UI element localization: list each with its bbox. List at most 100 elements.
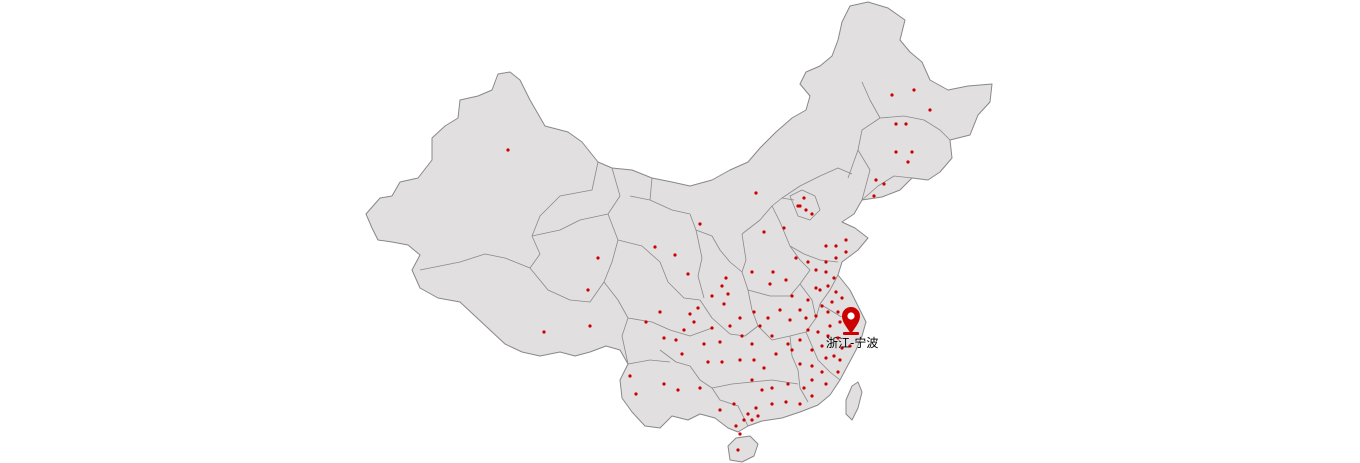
city-dot[interactable] [738, 316, 742, 320]
city-dot[interactable] [732, 402, 736, 406]
city-dot[interactable] [688, 312, 692, 316]
city-dot[interactable] [756, 414, 760, 418]
city-dot[interactable] [696, 306, 700, 310]
city-dot[interactable] [680, 352, 684, 356]
city-dot[interactable] [834, 244, 838, 248]
city-dot[interactable] [770, 386, 774, 390]
city-dot[interactable] [806, 328, 810, 332]
city-dot[interactable] [778, 308, 782, 312]
city-dot[interactable] [910, 150, 914, 154]
city-dot[interactable] [542, 330, 546, 334]
city-dot[interactable] [810, 212, 814, 216]
city-dot[interactable] [782, 226, 786, 230]
city-dot[interactable] [784, 278, 788, 282]
city-dot[interactable] [844, 238, 848, 242]
city-dot[interactable] [928, 108, 932, 112]
city-dot[interactable] [762, 366, 766, 370]
city-dot[interactable] [834, 256, 838, 260]
city-dot[interactable] [826, 310, 830, 314]
city-dot[interactable] [890, 93, 894, 97]
city-dot[interactable] [828, 324, 832, 328]
city-dot[interactable] [766, 316, 770, 320]
city-dot[interactable] [836, 370, 840, 374]
city-dot[interactable] [728, 324, 732, 328]
city-dot[interactable] [824, 270, 828, 274]
city-dot[interactable] [644, 320, 648, 324]
city-dot[interactable] [628, 374, 632, 378]
city-dot[interactable] [596, 256, 600, 260]
city-dot[interactable] [824, 356, 828, 360]
city-dot[interactable] [840, 346, 844, 350]
city-dot[interactable] [838, 358, 842, 362]
city-dot[interactable] [770, 334, 774, 338]
city-dot[interactable] [710, 294, 714, 298]
city-dot[interactable] [810, 348, 814, 352]
city-dot[interactable] [820, 344, 824, 348]
city-dot[interactable] [662, 336, 666, 340]
city-dot[interactable] [774, 352, 778, 356]
city-dot[interactable] [790, 348, 794, 352]
city-dot[interactable] [814, 268, 818, 272]
city-dot[interactable] [810, 394, 814, 398]
mainland-region[interactable] [365, 1, 993, 433]
city-dot[interactable] [682, 328, 686, 332]
city-dot[interactable] [698, 222, 702, 226]
city-dot[interactable] [798, 402, 802, 406]
city-dot[interactable] [906, 160, 910, 164]
city-dot[interactable] [722, 302, 726, 306]
city-dot[interactable] [771, 270, 775, 274]
city-dot[interactable] [662, 382, 666, 386]
city-dot[interactable] [588, 324, 592, 328]
city-dot[interactable] [706, 360, 710, 364]
city-dot[interactable] [736, 448, 740, 452]
city-dot[interactable] [750, 342, 754, 346]
city-dot[interactable] [824, 260, 828, 264]
city-dot[interactable] [832, 276, 836, 280]
city-dot[interactable] [784, 400, 788, 404]
city-dot[interactable] [746, 412, 750, 416]
city-dot[interactable] [653, 245, 657, 249]
city-dot[interactable] [818, 288, 822, 292]
city-dot[interactable] [770, 402, 774, 406]
city-dot[interactable] [802, 196, 806, 200]
city-dot[interactable] [802, 386, 806, 390]
city-dot[interactable] [788, 318, 792, 322]
city-dot[interactable] [796, 204, 800, 208]
city-dot[interactable] [804, 208, 808, 212]
city-dot[interactable] [750, 270, 754, 274]
city-dot[interactable] [836, 310, 840, 314]
city-dot[interactable] [872, 194, 876, 198]
city-dot[interactable] [752, 310, 756, 314]
city-dot[interactable] [836, 336, 840, 340]
city-dot[interactable] [738, 358, 742, 362]
city-dot[interactable] [720, 284, 724, 288]
city-dot[interactable] [750, 378, 754, 382]
city-dot[interactable] [814, 286, 818, 290]
city-dot[interactable] [838, 320, 842, 324]
city-dot[interactable] [692, 320, 696, 324]
city-dot[interactable] [912, 88, 916, 92]
city-dot[interactable] [882, 182, 886, 186]
city-dot[interactable] [742, 418, 746, 422]
hainan-region[interactable] [727, 435, 759, 463]
city-dot[interactable] [798, 308, 802, 312]
city-dot[interactable] [586, 288, 590, 292]
city-dot[interactable] [830, 300, 834, 304]
city-dot[interactable] [658, 310, 662, 314]
city-dot[interactable] [834, 290, 838, 294]
city-dot[interactable] [820, 370, 824, 374]
city-dot[interactable] [710, 326, 714, 330]
city-dot[interactable] [734, 424, 738, 428]
city-dot[interactable] [798, 338, 802, 342]
city-dot[interactable] [798, 362, 802, 366]
city-dot[interactable] [786, 342, 790, 346]
city-dot[interactable] [826, 284, 830, 288]
city-dot[interactable] [506, 148, 510, 152]
city-dot[interactable] [674, 338, 678, 342]
city-dot[interactable] [810, 378, 814, 382]
city-dot[interactable] [634, 392, 638, 396]
city-dot[interactable] [786, 382, 790, 386]
city-dot[interactable] [762, 230, 766, 234]
city-dot[interactable] [702, 342, 706, 346]
city-dot[interactable] [794, 256, 798, 260]
